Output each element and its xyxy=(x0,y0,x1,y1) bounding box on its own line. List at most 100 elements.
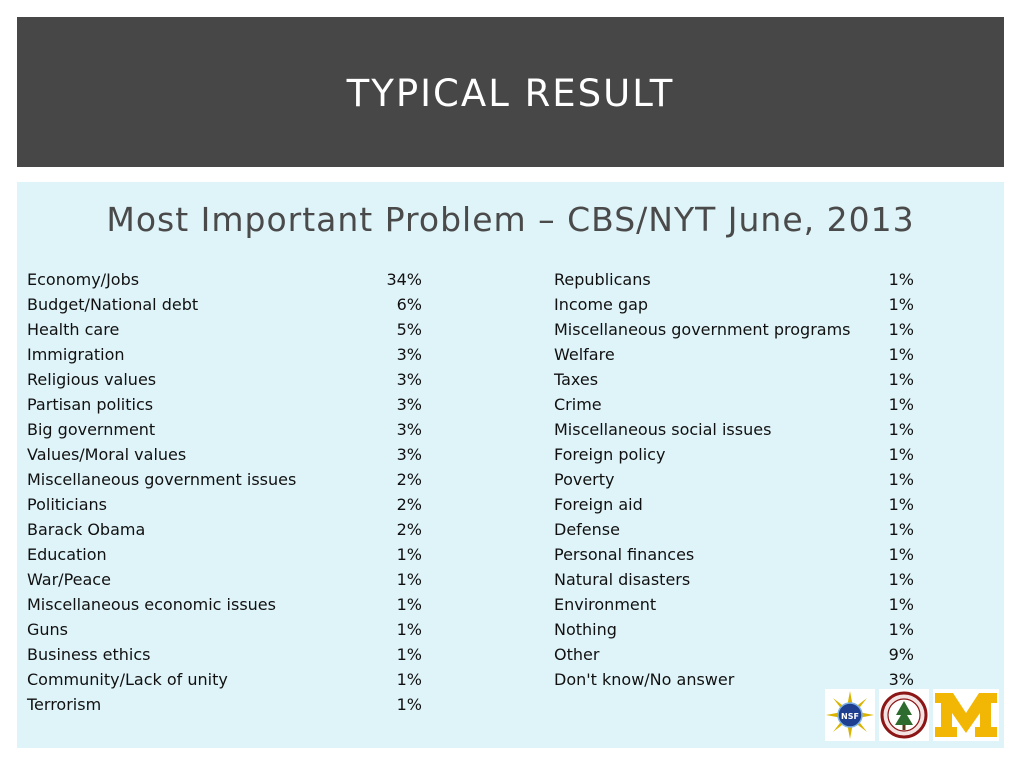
row-label: Don't know/No answer xyxy=(554,670,735,689)
row-label: Republicans xyxy=(554,270,651,289)
table-row: Terrorism 1% xyxy=(27,692,422,717)
table-row: Welfare 1% xyxy=(554,342,914,367)
row-value: 1% xyxy=(888,320,914,339)
row-value: 3% xyxy=(396,345,422,364)
table-row: Miscellaneous economic issues 1% xyxy=(27,592,422,617)
table-row: Natural disasters 1% xyxy=(554,567,914,592)
row-value: 1% xyxy=(888,295,914,314)
stanford-seal-logo xyxy=(879,689,929,741)
row-label: Defense xyxy=(554,520,620,539)
table-row: Crime 1% xyxy=(554,392,914,417)
row-label: Crime xyxy=(554,395,602,414)
row-label: Miscellaneous government programs xyxy=(554,320,851,339)
row-label: Health care xyxy=(27,320,120,339)
table-row: Miscellaneous government programs 1% xyxy=(554,317,914,342)
row-value: 1% xyxy=(888,445,914,464)
logo-strip: NSF xyxy=(825,689,999,741)
row-value: 2% xyxy=(396,495,422,514)
row-label: Other xyxy=(554,645,600,664)
table-right: Republicans 1% Income gap 1% Miscellaneous g… xyxy=(554,267,914,692)
row-label: Miscellaneous government issues xyxy=(27,470,297,489)
row-value: 1% xyxy=(888,495,914,514)
row-label: Poverty xyxy=(554,470,615,489)
row-value: 1% xyxy=(396,570,422,589)
nsf-logo-icon: NSF xyxy=(826,691,874,739)
row-value: 9% xyxy=(888,645,914,664)
row-label: Welfare xyxy=(554,345,615,364)
row-label: Big government xyxy=(27,420,156,439)
nsf-logo-text: NSF xyxy=(841,712,859,721)
table-row: Business ethics 1% xyxy=(27,642,422,667)
michigan-block-m-logo xyxy=(933,689,999,741)
row-value: 1% xyxy=(888,620,914,639)
row-label: Personal finances xyxy=(554,545,695,564)
row-value: 5% xyxy=(396,320,422,339)
row-label: Taxes xyxy=(554,370,599,389)
row-value: 1% xyxy=(396,695,422,714)
slide-title: Typical Result xyxy=(346,71,675,115)
row-value: 3% xyxy=(396,445,422,464)
row-value: 1% xyxy=(396,595,422,614)
stanford-seal-icon xyxy=(880,691,928,739)
row-value: 3% xyxy=(396,370,422,389)
table-row: Miscellaneous government issues 2% xyxy=(27,467,422,492)
row-label: Partisan politics xyxy=(27,395,154,414)
table-row: Budget/National debt 6% xyxy=(27,292,422,317)
table-row: Don't know/No answer 3% xyxy=(554,667,914,692)
row-label: Nothing xyxy=(554,620,617,639)
row-label: Religious values xyxy=(27,370,157,389)
michigan-m-icon xyxy=(935,693,997,737)
row-label: Values/Moral values xyxy=(27,445,187,464)
table-row: War/Peace 1% xyxy=(27,567,422,592)
row-label: Business ethics xyxy=(27,645,151,664)
row-value: 1% xyxy=(396,645,422,664)
table-row: Religious values 3% xyxy=(27,367,422,392)
table-row: Environment 1% xyxy=(554,592,914,617)
row-value: 1% xyxy=(888,345,914,364)
row-value: 3% xyxy=(888,670,914,689)
row-value: 1% xyxy=(888,595,914,614)
table-row: Taxes 1% xyxy=(554,367,914,392)
row-label: Foreign policy xyxy=(554,445,666,464)
table-row: Defense 1% xyxy=(554,517,914,542)
row-value: 1% xyxy=(888,370,914,389)
table-row: Health care 5% xyxy=(27,317,422,342)
table-row: Income gap 1% xyxy=(554,292,914,317)
row-label: Foreign aid xyxy=(554,495,643,514)
table-row: Partisan politics 3% xyxy=(27,392,422,417)
row-label: Income gap xyxy=(554,295,649,314)
row-value: 3% xyxy=(396,395,422,414)
table-row: Barack Obama 2% xyxy=(27,517,422,542)
row-value: 1% xyxy=(888,570,914,589)
row-label: Education xyxy=(27,545,107,564)
row-label: Immigration xyxy=(27,345,125,364)
slide-subtitle: Most Important Problem – CBS/NYT June, 2… xyxy=(106,200,915,239)
table-row: Values/Moral values 3% xyxy=(27,442,422,467)
row-label: Miscellaneous economic issues xyxy=(27,595,276,614)
table-row: Education 1% xyxy=(27,542,422,567)
row-value: 34% xyxy=(386,270,422,289)
row-label: Miscellaneous social issues xyxy=(554,420,772,439)
table-row: Economy/Jobs 34% xyxy=(27,267,422,292)
table-row: Foreign policy 1% xyxy=(554,442,914,467)
table-row: Politicians 2% xyxy=(27,492,422,517)
row-label: Economy/Jobs xyxy=(27,270,140,289)
title-bar: Typical Result xyxy=(17,17,1004,167)
row-label: Barack Obama xyxy=(27,520,146,539)
row-label: Community/Lack of unity xyxy=(27,670,228,689)
row-value: 1% xyxy=(888,395,914,414)
table-row: Big government 3% xyxy=(27,417,422,442)
row-value: 3% xyxy=(396,420,422,439)
table-row: Community/Lack of unity 1% xyxy=(27,667,422,692)
table-row: Other 9% xyxy=(554,642,914,667)
table-row: Immigration 3% xyxy=(27,342,422,367)
row-label: War/Peace xyxy=(27,570,111,589)
table-row: Guns 1% xyxy=(27,617,422,642)
table-row: Miscellaneous social issues 1% xyxy=(554,417,914,442)
row-value: 1% xyxy=(888,470,914,489)
row-value: 1% xyxy=(888,420,914,439)
row-value: 1% xyxy=(888,520,914,539)
row-value: 6% xyxy=(396,295,422,314)
table-row: Personal finances 1% xyxy=(554,542,914,567)
